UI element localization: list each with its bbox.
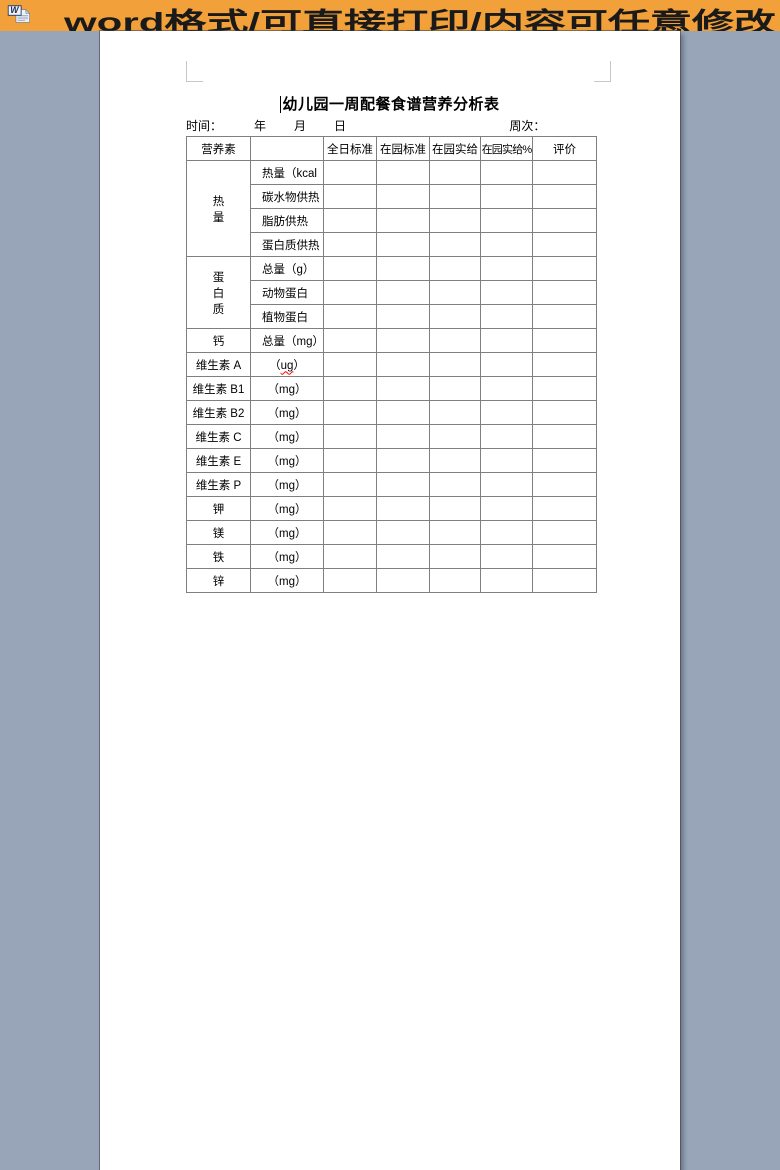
svg-text:W: W xyxy=(10,5,19,15)
